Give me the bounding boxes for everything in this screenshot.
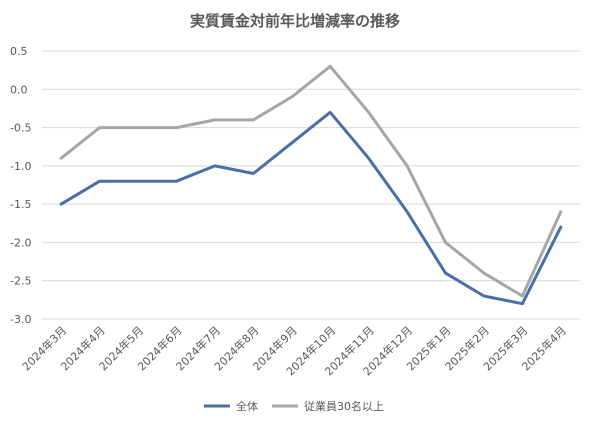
legend-label: 従業員30名以上 [304,399,384,413]
legend-label: 全体 [236,399,258,413]
y-tick-label: 0.0 [10,83,28,96]
series-line [59,64,563,298]
y-tick-label: -0.5 [10,122,31,135]
y-tick-label: -2.0 [10,236,31,249]
series-line [59,110,563,306]
y-tick-label: -1.0 [10,160,31,173]
chart-title: 実質賃金対前年比増減率の推移 [189,12,400,30]
y-tick-label: 0.5 [10,45,28,58]
y-tick-label: -3.0 [10,313,31,326]
y-tick-label: -1.5 [10,198,31,211]
y-tick-label: -2.5 [10,275,31,288]
